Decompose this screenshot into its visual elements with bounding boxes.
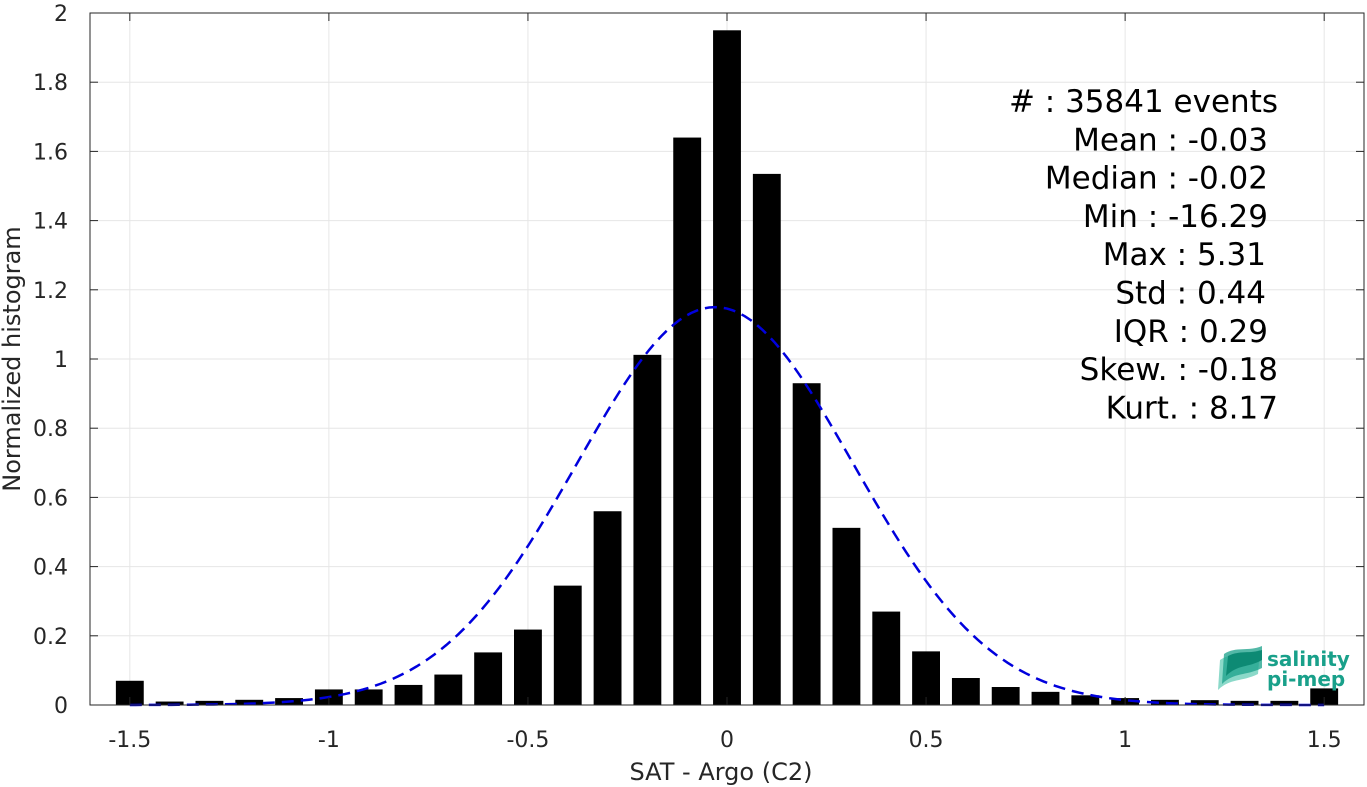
stat-annotation: Kurt. : 8.17 [1106, 390, 1278, 426]
y-tick-label: 1.8 [33, 71, 68, 96]
y-axis-label: Normalized histogram [0, 226, 26, 491]
histogram-bar [155, 701, 184, 705]
histogram-bar [1151, 699, 1179, 705]
stat-annotation: Skew. : -0.18 [1080, 352, 1278, 388]
y-tick-labels: 0 0.2 0.4 0.6 0.8 1 1.2 1.4 1.6 1.8 2 [33, 2, 68, 719]
histogram-bar [553, 585, 582, 705]
y-tick-label: 1 [54, 348, 68, 373]
x-tick-labels: -1.5 -1 -0.5 0 0.5 1 1.5 [108, 728, 1341, 753]
x-tick-label: 0 [720, 728, 734, 753]
histogram-bar [514, 629, 542, 705]
histogram-bar [912, 651, 940, 705]
logo-line1: salinity [1267, 647, 1350, 671]
y-tick-label: 1.6 [33, 140, 68, 165]
stat-annotation: # : 35841 events [1009, 84, 1278, 120]
histogram-bar [474, 652, 503, 705]
x-tick-label: 0.5 [909, 728, 944, 753]
histogram-bar [872, 611, 901, 705]
histogram-bar [633, 354, 662, 705]
histogram-bar [195, 700, 224, 705]
y-tick-label: 0 [54, 694, 68, 719]
histogram-bar [1190, 700, 1219, 705]
histogram-bar [832, 527, 861, 705]
ticks [90, 12, 1364, 706]
stat-annotation: Max : 5.31 [1103, 237, 1266, 273]
stat-annotation: Median : -0.02 [1045, 161, 1268, 197]
histogram-bar [713, 30, 741, 706]
histogram-bar [951, 678, 980, 705]
stat-annotation: Mean : -0.03 [1073, 122, 1268, 158]
y-tick-label: 1.2 [33, 279, 68, 304]
histogram-bar [1310, 688, 1339, 705]
histogram-bar [792, 383, 821, 705]
x-tick-label: 1.5 [1307, 728, 1342, 753]
y-tick-label: 2 [54, 2, 68, 27]
y-tick-label: 0.4 [33, 556, 68, 581]
x-tick-label: -1 [318, 728, 340, 753]
histogram-bar [354, 689, 383, 705]
histogram-bar [673, 137, 702, 705]
histogram-bar [1270, 700, 1299, 705]
histogram-bar [1230, 700, 1259, 705]
histogram-bar [1071, 695, 1100, 705]
logo-waves-icon [1218, 646, 1262, 690]
histogram-bar [752, 173, 781, 705]
y-tick-label: 0.8 [33, 417, 68, 442]
logo-line2: pi-mep [1267, 667, 1345, 691]
stat-annotation: IQR : 0.29 [1114, 314, 1268, 350]
stat-annotation: Std : 0.44 [1115, 276, 1266, 312]
x-tick-label: 1 [1118, 728, 1132, 753]
x-tick-label: -1.5 [108, 728, 151, 753]
y-tick-label: 0.2 [33, 625, 68, 650]
histogram-bar [394, 684, 423, 705]
histogram-bar [434, 674, 463, 705]
histogram-bar [991, 687, 1020, 705]
histogram-bar [1031, 691, 1060, 705]
y-tick-label: 0.6 [33, 486, 68, 511]
histogram-bar [593, 511, 622, 705]
fit-curve [129, 305, 1325, 707]
y-tick-label: 1.4 [33, 210, 68, 235]
x-tick-label: -0.5 [506, 728, 549, 753]
x-axis-label: SAT - Argo (C2) [630, 758, 813, 786]
stat-annotation: Min : -16.29 [1083, 199, 1268, 235]
bars [115, 30, 1339, 706]
salinity-pi-mep-logo: salinity pi-mep [1218, 646, 1350, 691]
